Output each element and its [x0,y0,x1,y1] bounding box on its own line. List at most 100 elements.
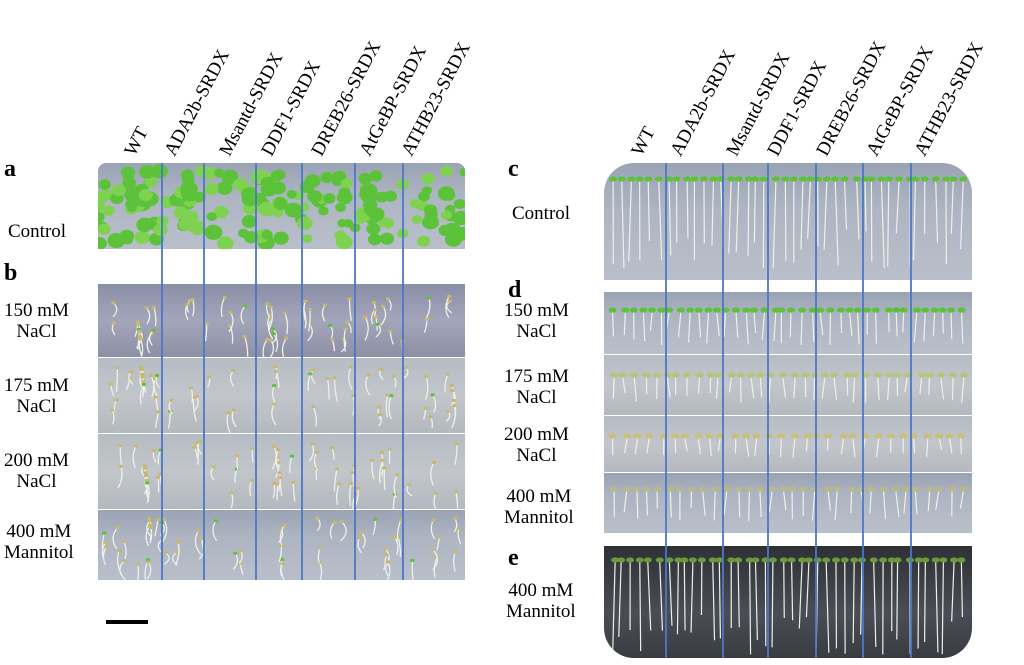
left-col-label-wt: WT [120,123,153,160]
seed-mark [275,448,281,452]
shoot-mark [633,433,642,439]
root-mark [728,180,732,254]
root-mark [668,561,673,626]
shoot-mark [705,433,714,439]
shoot-mark [694,307,703,313]
shoot-mark [848,433,857,439]
photo-mannitol-e [604,546,972,658]
shoot-mark [734,557,743,563]
cotyledon-mark [144,176,158,188]
root-mark [683,561,686,631]
shoot-mark [921,557,930,563]
shoot-mark [948,486,957,492]
shoot-mark [712,307,721,313]
row-label-mannitol-right: 400 mM Mannitol [504,486,574,528]
seed-mark [135,562,141,566]
seed-mark [155,518,161,522]
shoot-mark [905,557,914,563]
shoot-mark [877,176,886,182]
seed-mark [136,330,142,334]
seed-mark [156,410,161,414]
root-mark [452,551,456,572]
seed-mark [423,406,428,411]
root-mark [723,490,728,515]
root-mark [111,322,116,336]
root-mark [702,490,706,516]
root-mark [334,377,339,402]
root-mark [284,312,289,335]
shoot-mark [699,176,708,182]
shoot-mark [886,433,895,439]
root-mark [331,447,335,460]
root-mark [339,521,347,542]
root-mark [768,376,772,404]
root-mark [812,311,815,343]
seed-mark [290,480,296,484]
root-mark [789,311,792,338]
shoot-mark [665,557,674,563]
root-mark [633,376,637,402]
seed-mark [452,516,457,521]
seed-mark [151,449,156,453]
seed-mark [385,560,390,564]
seed-mark [175,540,181,544]
shoot-mark [845,307,854,313]
shoot-mark [921,307,930,313]
root-mark [913,437,916,454]
shoot-mark [698,486,707,492]
root-mark [307,309,311,332]
root-mark [423,319,428,333]
root-mark [896,561,899,640]
seed-mark [268,305,274,309]
root-mark [927,490,931,512]
shoot-mark [787,557,796,563]
seed-mark [339,520,344,524]
shoot-mark [957,307,966,313]
cotyledon-mark [273,197,288,210]
root-mark [378,368,384,381]
shoot-mark [956,433,965,439]
shoot-mark [799,486,808,492]
seed-mark [447,299,453,303]
seed-mark [308,372,313,376]
shoot-mark [808,307,817,313]
shoot-mark [822,557,831,563]
root-mark [167,411,171,429]
root-mark [372,519,376,536]
shoot-mark [941,176,950,182]
seed-mark [139,367,144,371]
shoot-mark [771,176,780,182]
seed-mark [355,486,361,490]
root-mark [844,180,848,230]
seed-mark [372,517,378,521]
root-mark [950,311,953,339]
shoot-mark [642,486,651,492]
shoot-mark [704,307,713,313]
shoot-mark [654,176,663,182]
root-mark [312,406,318,427]
shoot-mark [744,176,753,182]
seed-mark [375,322,380,326]
seed-mark [169,398,174,402]
root-mark [335,483,340,505]
cotyledon-mark [437,186,455,201]
cotyledon-mark [447,232,460,243]
shoot-mark [786,307,795,313]
shoot-mark [683,372,692,378]
seed-mark [138,337,143,341]
root-mark [935,561,939,653]
root-mark [773,311,777,342]
root-mark [154,411,160,429]
shoot-mark [642,372,651,378]
root-mark [833,376,838,400]
seed-mark [116,549,122,553]
root-mark [942,311,944,334]
seed-mark [143,473,149,478]
cotyledon-mark [241,214,257,228]
shoot-mark [850,557,859,563]
shoot-mark [853,307,862,313]
seed-mark [445,372,451,376]
root-mark [381,452,384,477]
root-mark [240,305,246,325]
root-mark [711,180,715,246]
